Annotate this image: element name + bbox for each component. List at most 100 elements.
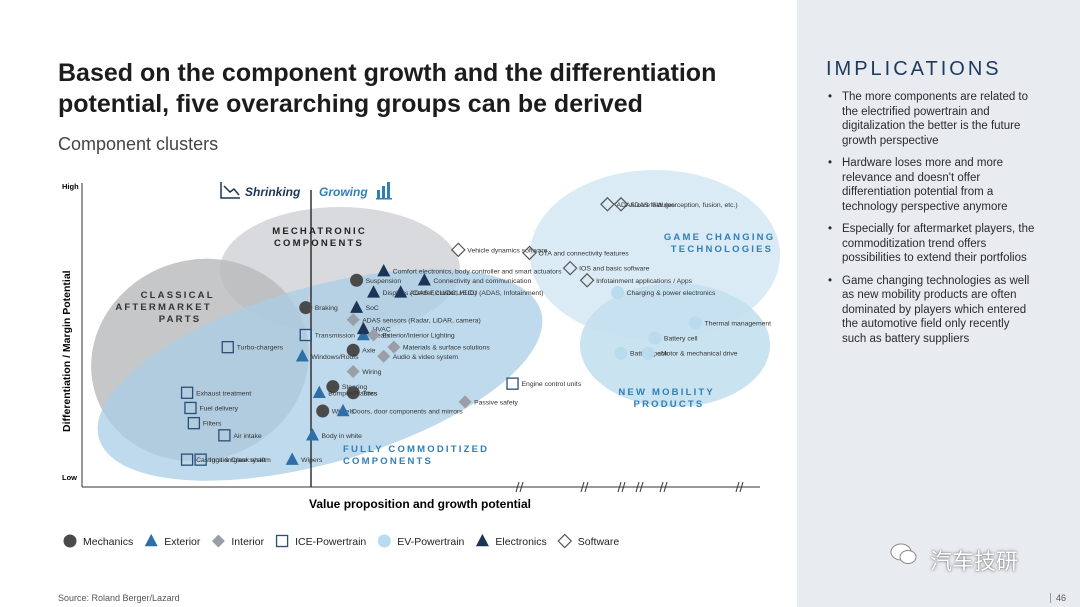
- data-point-label: SoC: [366, 305, 379, 312]
- data-point-label: Turbo-chargers: [237, 345, 284, 352]
- watermark-text: 汽车技研: [930, 550, 1019, 575]
- cluster-label-commodity: FULLY COMMODITIZED COMPONENTS: [343, 444, 494, 467]
- data-point-label: Ignition/glow system: [210, 457, 272, 464]
- data-point-marker: [506, 377, 519, 390]
- data-point-label: Charging & power electronics: [627, 290, 716, 297]
- cluster-area-commodity: [97, 269, 543, 481]
- phase-label-growing: Growing: [319, 185, 368, 199]
- data-point-label: HVAC: [372, 326, 390, 333]
- cluster-label-mechatronic: MECHATRONIC COMPONENTS: [272, 226, 372, 249]
- data-point-label: Air intake: [233, 433, 262, 440]
- chart-subtitle: Component clusters: [58, 134, 219, 154]
- data-point-marker: [187, 416, 201, 430]
- axis-break-mark: [635, 481, 640, 493]
- data-point-label: Castings & Crank shaft: [196, 457, 266, 464]
- legend-marker: [63, 534, 77, 548]
- data-point-label: Body in white: [322, 433, 363, 440]
- data-point-marker: [394, 285, 408, 298]
- data-point-label: Connectivity and communication: [433, 278, 531, 285]
- data-point-marker: [346, 364, 360, 378]
- legend-label: Exterior: [164, 536, 201, 548]
- legend-label: Electronics: [495, 536, 546, 548]
- data-point-marker: [306, 428, 320, 441]
- legend-marker: [557, 533, 573, 549]
- data-point-label: Comfort electronics, body controller and…: [393, 269, 562, 276]
- data-point-marker: [295, 349, 309, 362]
- axis-break-mark: [739, 481, 744, 493]
- y-tick-low: Low: [62, 473, 77, 482]
- data-point-label: Braking: [315, 305, 338, 312]
- implication-item: The more components are related to the e…: [826, 90, 1036, 148]
- data-point-marker: [367, 285, 381, 298]
- implications-heading: IMPLICATIONS: [826, 58, 1002, 80]
- data-point-marker: [299, 301, 313, 315]
- data-point-label: Displays (Center, cluster, HUD): [383, 290, 477, 297]
- slide-title: Based on the component growth and the di…: [58, 59, 717, 118]
- data-point-label: Passive safety: [474, 399, 518, 406]
- shrinking-icon: [220, 182, 240, 199]
- axis-break-mark: [639, 481, 644, 493]
- data-point-label: Wipers: [301, 457, 323, 464]
- legend-marker: [144, 533, 158, 547]
- data-point-marker: [312, 385, 326, 398]
- data-point-marker: [377, 264, 391, 277]
- x-axis-label: Value proposition and growth potential: [309, 497, 531, 511]
- axis-break-mark: [735, 481, 740, 493]
- data-point-label: OTA and connectivity features: [538, 250, 629, 257]
- data-point-marker: [641, 346, 655, 360]
- implications-list: The more components are related to the e…: [826, 90, 1036, 354]
- wechat-icon: [890, 543, 917, 564]
- cluster-label-new-mobility: NEW MOBILITY PRODUCTS: [618, 387, 719, 410]
- data-point-label: Wiring: [362, 369, 381, 376]
- data-point-marker: [180, 386, 194, 399]
- implication-item: Game changing technologies as well as ne…: [826, 274, 1036, 347]
- data-point-label: IOS and basic software: [579, 266, 649, 273]
- data-point-marker: [299, 328, 312, 342]
- y-axis-label: Differentiation / Margin Potential: [61, 270, 73, 432]
- legend-label: ICE-Powertrain: [295, 536, 366, 548]
- legend-marker: [275, 534, 289, 548]
- implication-item: Hardware loses more and more relevance a…: [826, 156, 1036, 214]
- data-point-label: Audio & video system: [393, 354, 459, 361]
- data-point-marker: [377, 349, 391, 363]
- data-point-label: Thermal management: [705, 320, 772, 327]
- data-point-marker: [458, 395, 472, 409]
- legend-label: Mechanics: [83, 536, 133, 548]
- data-point-label: Windows/Roofs: [311, 354, 359, 361]
- data-point-marker: [611, 285, 625, 299]
- source-note: Source: Roland Berger/Lazard: [58, 593, 180, 603]
- legend-marker: [211, 534, 225, 548]
- data-point-marker: [579, 272, 595, 288]
- data-point-marker: [648, 331, 662, 345]
- data-point-marker: [613, 196, 629, 212]
- data-point-marker: [346, 343, 360, 357]
- cluster-label-classical: CLASSICAL AFTERMARKET PARTS: [115, 290, 219, 325]
- data-point-label: ADAS features: [630, 202, 676, 209]
- data-point-label: Materials & surface solutions: [403, 345, 490, 352]
- data-point-marker: [356, 321, 370, 335]
- data-point-label: ADAS sensors (Radar, LiDAR, camera): [362, 317, 481, 324]
- axis-break-mark: [519, 481, 524, 493]
- data-point-label: Bumper/Plastics: [328, 390, 378, 397]
- data-point-label: Transmission: [315, 333, 355, 340]
- legend-label: EV-Powertrain: [397, 536, 464, 548]
- legend-marker: [377, 534, 391, 548]
- axis-break-mark: [584, 481, 589, 493]
- data-point-marker: [184, 401, 197, 415]
- data-point-label: Engine control units: [522, 381, 582, 388]
- data-point-label: Suspension: [366, 278, 402, 285]
- data-point-marker: [194, 453, 207, 466]
- data-point-label: Fuel delivery: [199, 405, 238, 412]
- data-point-label: Doors, door components and mirrors: [352, 409, 463, 416]
- data-point-marker: [522, 245, 537, 261]
- data-point-marker: [285, 452, 299, 465]
- page-number: 46: [1050, 593, 1066, 603]
- data-point-marker: [350, 300, 364, 313]
- cluster-label-game-changing: GAME CHANGING TECHNOLOGIES: [664, 232, 780, 255]
- data-point-marker: [336, 403, 350, 417]
- axis-break-mark: [515, 481, 520, 493]
- data-point-marker: [346, 313, 360, 327]
- axis-break-mark: [621, 481, 626, 493]
- data-point-marker: [316, 404, 330, 418]
